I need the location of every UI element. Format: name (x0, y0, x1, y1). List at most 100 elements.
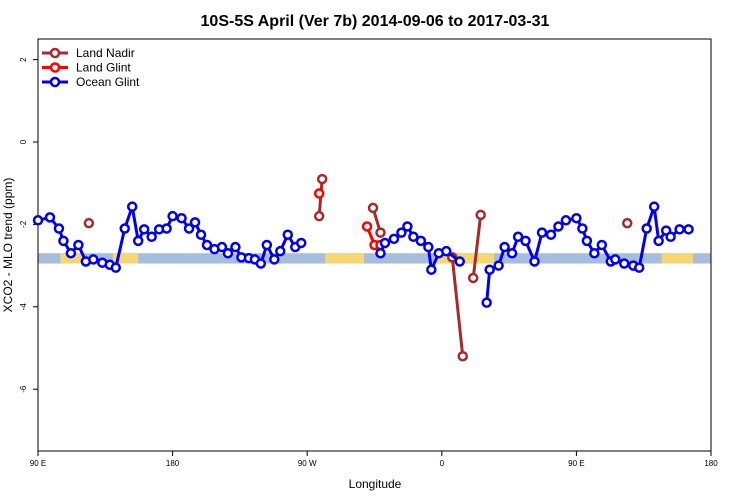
ocean-glint-point (110, 262, 122, 273)
ocean-glint-point (388, 233, 400, 245)
plot-frame (37, 38, 712, 452)
ocean-glint-point (195, 229, 207, 240)
ocean-glint-point (536, 227, 548, 238)
ocean-glint-point (441, 245, 452, 257)
plot-area: 90 E 180 90 W 0 90 E 180 2 0 -2 -4 -6 Land NadirLan… (19, 38, 718, 468)
land-glint-point (313, 188, 325, 199)
legend-land-glint-marker (49, 62, 61, 73)
ocean-glint-point (589, 247, 600, 259)
y-axis-label: XCO2 - MLO trend (ppm) (1, 178, 15, 313)
ocean-glint-point (32, 215, 44, 226)
ocean-glint-point (571, 212, 582, 224)
ocean-glint-point (58, 235, 69, 247)
ocean-glint-point (596, 239, 608, 251)
x-tick-label: 90 W (298, 459, 317, 468)
land-nadir-point (621, 217, 633, 229)
ocean-glint-point (126, 201, 138, 212)
land-nadir-point (457, 350, 468, 362)
ocean-glint-point (375, 247, 386, 259)
ocean-glint-point (512, 231, 524, 243)
ocean-glint-point (402, 221, 413, 232)
legend-land-glint-label: Land Glint (76, 61, 131, 75)
land-nadir-point (316, 173, 328, 185)
ocean-glint-point (408, 231, 419, 243)
ocean-glint-point (499, 241, 510, 253)
ocean-glint-point (53, 223, 65, 234)
ocean-glint-point (581, 235, 593, 247)
ocean-glint-point (167, 210, 178, 222)
ocean-glint-point (520, 235, 531, 247)
land-nadir-point (375, 227, 386, 238)
legend-ocean-glint-marker (49, 76, 61, 88)
y-tick-label: 2 (19, 57, 28, 62)
ocean-glint-point (545, 229, 557, 240)
ocean-glint-point (619, 258, 630, 269)
land-nadir-point (475, 209, 486, 221)
land-nadir-point (367, 202, 379, 214)
land-glint-point (361, 221, 373, 232)
ocean-glint-point (255, 258, 267, 269)
ocean-glint-point (506, 247, 518, 259)
land-band-segment (434, 253, 495, 264)
ocean-glint-point (415, 235, 427, 247)
x-tick-label: 180 (704, 459, 718, 468)
ocean-glint-point (665, 231, 676, 243)
ocean-glint-point (577, 223, 588, 234)
ocean-glint-point (230, 241, 241, 253)
ocean-glint-point (683, 224, 694, 235)
ocean-glint-point (633, 262, 645, 273)
ocean-glint-point (88, 254, 99, 265)
ocean-glint-point (201, 239, 213, 251)
chart-title: 10S-5S April (Ver 7b) 2014-09-06 to 2017… (201, 13, 550, 30)
ocean-glint-point (610, 254, 621, 265)
ocean-glint-point (216, 241, 228, 253)
ocean-glint-point (222, 247, 234, 259)
ocean-glint-point (481, 297, 492, 308)
ocean-glint-point (653, 235, 664, 247)
ocean-glint-point (189, 217, 201, 228)
legend-ocean-glint-label: Ocean Glint (76, 75, 140, 89)
ocean-glint-point (73, 239, 84, 251)
ocean-glint-point (269, 254, 280, 265)
ocean-glint-point (282, 229, 294, 240)
ocean-glint-point (484, 264, 495, 275)
ocean-band (38, 253, 711, 264)
ocean-glint-point (295, 237, 307, 249)
ocean-glint-point (275, 245, 286, 257)
ocean-glint-point (146, 231, 157, 243)
land-band-segment (112, 253, 139, 264)
x-tick-label: 90 E (568, 459, 584, 468)
ocean-glint-point (119, 223, 130, 234)
land-nadir-line (450, 257, 465, 357)
y-tick-label: -6 (19, 385, 28, 393)
ocean-glint-point (379, 237, 391, 249)
y-tick-label: -2 (19, 220, 28, 228)
y-tick-label: -4 (19, 303, 28, 311)
ocean-glint-point (132, 235, 144, 247)
ocean-glint-point (674, 224, 685, 235)
land-nadir-point (83, 217, 95, 229)
land-band-segment (325, 253, 365, 264)
x-tick-label: 90 E (30, 459, 46, 468)
ocean-glint-point (261, 239, 273, 251)
ocean-glint-point (44, 212, 56, 223)
ocean-glint-point (161, 223, 172, 234)
ocean-glint-point (183, 223, 195, 234)
ocean-glint-point (176, 212, 187, 224)
ocean-glint-point (560, 215, 572, 226)
land-nadir-point (467, 272, 479, 284)
land-band-segment (661, 253, 694, 264)
ocean-glint-point (396, 227, 407, 238)
ocean-glint-point (529, 256, 540, 267)
ocean-glint-point (454, 256, 465, 267)
ocean-glint-point (641, 223, 652, 234)
x-axis-label: Longitude (349, 477, 402, 491)
ocean-glint-point (138, 224, 150, 235)
y-tick-label: 0 (19, 139, 28, 144)
x-tick-label: 180 (166, 459, 180, 468)
x-tick-label: 0 (440, 459, 445, 468)
legend-land-nadir-label: Land Nadir (76, 46, 135, 60)
legend-land-nadir-marker (49, 47, 61, 59)
land-nadir-line (471, 214, 483, 279)
